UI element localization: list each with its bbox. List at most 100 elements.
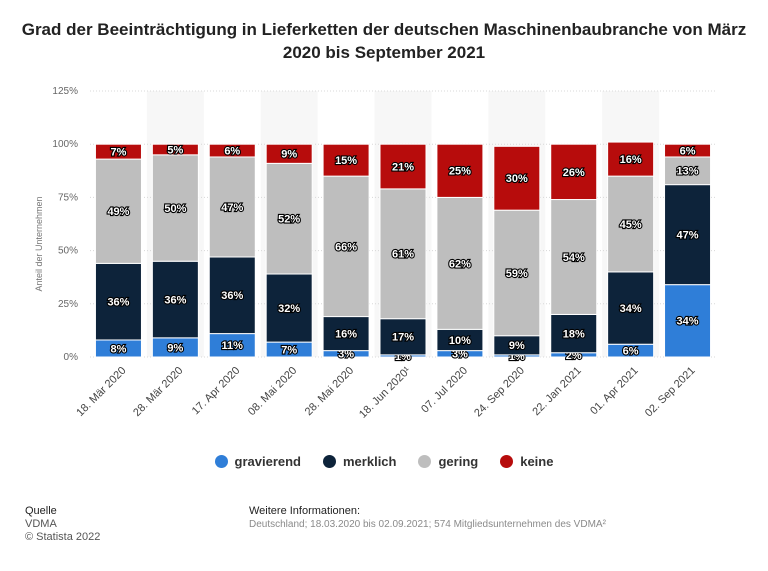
y-tick-label: 75% [58, 192, 78, 203]
legend-label-gravierend: gravierend [234, 454, 301, 469]
data-label-gravierend: 9% [167, 342, 183, 354]
data-label-gering: 45% [620, 219, 642, 231]
info-text: Deutschland; 18.03.2020 bis 02.09.2021; … [249, 519, 606, 530]
data-label-keine: 25% [449, 166, 471, 178]
x-tick-label: 28. Mai 2020 [303, 365, 356, 418]
data-label-gering: 54% [563, 252, 585, 264]
bar-segment-gering [664, 156, 712, 186]
data-label-merklich: 16% [335, 328, 357, 340]
y-tick-label: 125% [52, 86, 78, 97]
data-label-merklich: 36% [107, 297, 129, 309]
data-label-merklich: 36% [221, 290, 243, 302]
data-label-keine: 5% [167, 144, 183, 156]
legend-label-keine: keine [520, 454, 554, 469]
bar-segment-keine [493, 145, 541, 211]
bar-segment-keine [607, 141, 655, 177]
x-tick-label: 02. Sep 2021 [643, 365, 698, 420]
data-label-keine: 15% [335, 155, 357, 167]
y-tick-label: 25% [58, 299, 78, 310]
bar-segment-merklich [265, 273, 313, 343]
data-label-gering: 61% [392, 249, 414, 261]
data-label-gravierend: 3% [338, 349, 354, 361]
data-label-keine: 6% [224, 145, 240, 157]
bar-segment-merklich [208, 256, 256, 335]
legend-label-gering: gering [438, 454, 479, 469]
data-label-keine: 9% [281, 149, 297, 161]
legend-item-merklich[interactable]: merklich [323, 454, 396, 469]
data-label-gravierend: 11% [222, 340, 244, 352]
data-label-gering: 52% [278, 214, 300, 226]
x-tick-label: 24. Sep 2020 [472, 365, 527, 420]
legend-marker-keine [500, 455, 514, 468]
data-label-merklich: 32% [278, 303, 300, 315]
bar-segment-keine [208, 143, 256, 158]
data-label-gravierend: 7% [281, 344, 297, 356]
bar-segment-keine [436, 143, 484, 198]
info-block: Weitere Informationen: Deutschland; 18.0… [249, 505, 606, 531]
y-tick-label: 100% [52, 139, 78, 150]
bar-segment-gering [151, 154, 199, 262]
legend-marker-gravierend [214, 455, 228, 468]
data-label-merklich: 9% [509, 340, 525, 352]
data-label-gravierend: 6% [623, 346, 639, 358]
legend-label-merklich: merklich [343, 454, 397, 469]
bar-segment-gravierend [664, 284, 712, 358]
bar-segment-gering [607, 175, 655, 273]
bar-segment-gering [436, 196, 484, 330]
data-label-keine: 21% [392, 161, 414, 173]
data-label-merklich: 17% [392, 332, 414, 344]
bar-segment-gering [265, 162, 313, 275]
bar-segment-merklich [94, 262, 142, 341]
bar-segment-merklich [322, 316, 370, 352]
copyright[interactable]: © Statista 2022 [25, 531, 101, 543]
legend-item-gravierend[interactable]: gravierend [214, 454, 301, 469]
data-label-gering: 59% [506, 268, 528, 280]
y-tick-label: 0% [64, 352, 79, 363]
legend-item-gering[interactable]: gering [418, 454, 478, 469]
data-label-keine: 7% [111, 147, 127, 159]
source-name[interactable]: VDMA [25, 518, 57, 530]
bar-segment-keine [151, 143, 199, 156]
x-tick-label: 18. Jun 2020¹ [357, 364, 413, 420]
data-label-gering: 13% [677, 166, 699, 178]
data-label-keine: 6% [680, 145, 696, 157]
legend-marker-gering [418, 455, 432, 468]
x-tick-label: 08. Mai 2020 [246, 365, 299, 418]
y-tick-label: 50% [58, 246, 78, 257]
data-label-keine: 30% [506, 173, 528, 185]
bar-segment-gering [550, 199, 598, 315]
data-label-gering: 50% [164, 203, 186, 215]
x-tick-label: 18. Mär 2020 [74, 365, 128, 419]
data-label-gering: 62% [449, 258, 471, 270]
bar-segment-keine [322, 143, 370, 177]
data-label-merklich: 10% [449, 335, 471, 347]
data-label-gravierend: 3% [452, 349, 468, 361]
bar-segment-gering [208, 156, 256, 258]
bar-segment-merklich [550, 313, 598, 354]
data-label-gering: 66% [335, 241, 357, 253]
x-tick-label: 07. Jul 2020 [419, 365, 470, 416]
source-heading: Quelle [25, 505, 57, 517]
source-block: Quelle VDMA © Statista 2022 [25, 505, 100, 544]
data-label-merklich: 47% [677, 230, 699, 242]
bar-segment-keine [550, 143, 598, 201]
x-tick-label: 01. Apr 2021 [588, 365, 641, 418]
x-tick-label: 17. Apr 2020 [190, 365, 243, 418]
bar-segment-keine [265, 143, 313, 164]
data-label-merklich: 36% [164, 294, 186, 306]
legend-marker-merklich [323, 455, 336, 468]
chart-title: Grad der Beeinträchtigung in Lieferkette… [21, 20, 747, 62]
bar-segment-merklich [664, 184, 712, 286]
data-label-merklich: 18% [563, 328, 585, 340]
bar-segment-merklich [151, 260, 199, 339]
info-heading[interactable]: Weitere Informationen: [249, 505, 361, 517]
bar-segment-merklich [607, 271, 655, 345]
x-tick-label: 28. Mär 2020 [131, 365, 185, 419]
legend-item-keine[interactable]: keine [500, 454, 553, 469]
bar-segment-gering [322, 175, 370, 318]
data-label-keine: 16% [620, 154, 642, 166]
bar-segment-keine [94, 143, 142, 160]
bar-segment-gering [94, 158, 142, 264]
y-axis-label: Anteil der Unternehmen [34, 196, 44, 291]
